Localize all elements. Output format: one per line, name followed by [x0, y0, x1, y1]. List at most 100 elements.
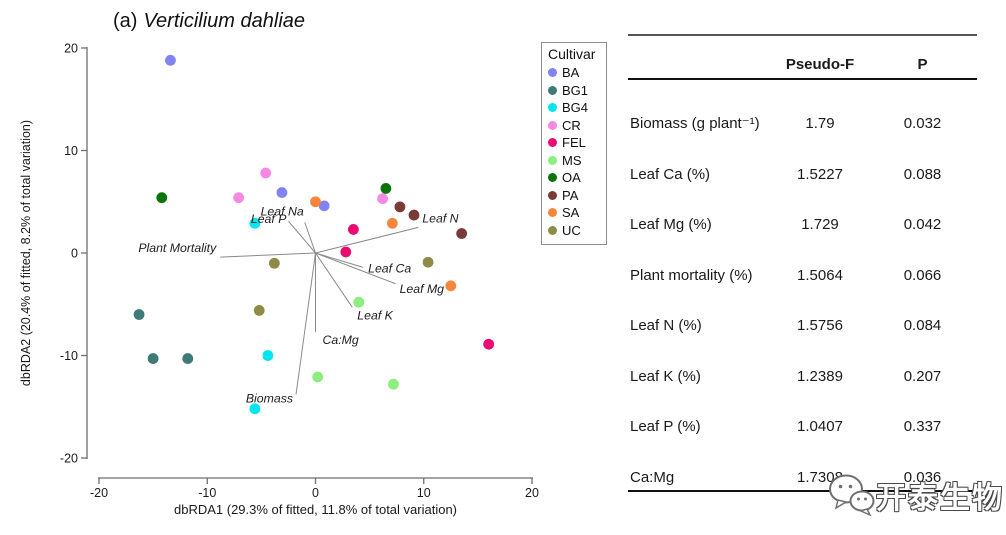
legend-label: CR: [562, 117, 581, 133]
vector-label-ca-mg: Ca:Mg: [323, 333, 359, 347]
table-top-rule: [628, 34, 977, 36]
y-tick-label: 10: [64, 144, 78, 158]
legend-item-fel: FEL: [548, 134, 601, 152]
scatter-plot: 20 10 0 -10 -20 -20 -10 0 10 20 dbRDA1 (29.3% of f…: [19, 42, 539, 518]
legend-items: BA BG1 BG4 CR FEL MS OA PA SA UC: [548, 64, 601, 239]
scatter-point-oa: [380, 183, 392, 194]
vector-label-plant-mortality: Plant Mortality: [138, 241, 217, 255]
scatter-point-uc: [422, 256, 434, 268]
legend-label: UC: [562, 222, 581, 238]
legend-swatch: [548, 68, 557, 78]
legend-swatch: [548, 138, 557, 148]
p-value: 0.084: [903, 317, 942, 334]
vector-label-leaf-p: Leaf P: [251, 212, 287, 226]
scatter-point-bg4: [249, 403, 261, 415]
table-row: Leaf K (%) 1.2389 0.207: [628, 366, 977, 388]
vector-leaf-na: [304, 222, 316, 254]
scatter-point-bg1: [147, 353, 159, 364]
scatter-point-pa: [408, 209, 420, 221]
scatter-point-sa: [310, 196, 321, 208]
p-value: 0.088: [903, 165, 942, 183]
row-label: Leaf Ca (%): [630, 165, 711, 183]
scatter-point-cr: [233, 192, 245, 204]
p-value: 0.337: [903, 418, 942, 435]
table-row: Leaf N (%) 1.5756 0.084: [628, 315, 977, 337]
scatter-point-bg1: [182, 353, 194, 364]
wechat-icon: [829, 474, 875, 517]
plot-title-species: Verticilium dahliae: [143, 10, 306, 32]
row-label: Leaf K (%): [630, 367, 701, 385]
pseudo-f-value: 1.2389: [797, 367, 843, 385]
table-row: Leaf Mg (%) 1.729 0.042: [628, 214, 977, 236]
pseudo-f-value: 1.0407: [797, 418, 843, 435]
legend-label: BA: [562, 65, 580, 81]
table-row: Ca:Mg 1.7308 0.036: [628, 467, 977, 489]
legend-swatch: [548, 103, 557, 113]
p-value: 0.036: [903, 468, 942, 486]
plot-title: (a) Verticilium dahliae: [113, 10, 305, 33]
watermark: 开泰生物: [826, 460, 1006, 530]
x-tick-label: -10: [198, 486, 216, 500]
scatter-point-bg4: [249, 217, 261, 229]
legend-label: SA: [562, 205, 580, 221]
vector-label-leaf-k: Leaf K: [357, 308, 393, 322]
scatter-point-pa: [456, 228, 468, 239]
legend-label: PA: [562, 187, 579, 203]
legend-swatch: [548, 120, 557, 130]
table-header-rule: [628, 78, 977, 80]
table-header-p: P: [917, 56, 928, 73]
x-tick-label: 10: [417, 486, 431, 500]
table-row: Plant mortality (%) 1.5064 0.066: [628, 265, 977, 287]
x-tick-label: 20: [525, 486, 539, 500]
pseudo-f-value: 1.5064: [797, 266, 843, 284]
scatter-point-fel: [347, 224, 359, 235]
p-value: 0.066: [903, 266, 942, 284]
scatter-point-sa: [386, 217, 398, 229]
scatter-point-ba: [318, 200, 330, 212]
table-bottom-rule: [628, 490, 977, 492]
legend-item-pa: PA: [548, 187, 601, 205]
scatter-point-uc: [253, 305, 265, 316]
pseudo-f-value: 1.79: [805, 115, 835, 132]
table-row: Leaf Ca (%) 1.5227 0.088: [628, 164, 977, 186]
table-header-pseudo-f: Pseudo-F: [785, 56, 855, 73]
y-tick-label: -10: [60, 349, 78, 363]
legend-item-ba: BA: [548, 64, 601, 82]
legend-swatch: [548, 190, 557, 200]
legend-item-sa: SA: [548, 204, 601, 222]
scatter-point-ba: [276, 187, 288, 198]
p-value: 0.207: [903, 367, 942, 385]
vector-leaf-p: [288, 220, 316, 254]
legend-label: MS: [562, 152, 582, 168]
legend-title: Cultivar: [548, 46, 596, 62]
legend-label: FEL: [562, 135, 586, 151]
legend-item-uc: UC: [548, 222, 601, 240]
vector-leaf-k: [315, 252, 353, 308]
pseudo-f-value: 1.5756: [797, 317, 843, 334]
vector-biomass: [295, 252, 316, 395]
table-row: Biomass (g plant⁻¹) 1.79 0.032: [628, 113, 977, 135]
vector-leaf-mg: [315, 252, 396, 285]
y-tick-label: 20: [64, 42, 78, 56]
scatter-point-cr: [377, 193, 389, 205]
x-tick-label: -20: [90, 486, 108, 500]
p-value: 0.042: [903, 216, 942, 233]
legend-label: BG1: [562, 82, 589, 98]
watermark-text: 开泰生物: [876, 482, 1004, 515]
legend-item-bg4: BG4: [548, 99, 601, 117]
legend-swatch: [548, 155, 557, 165]
pseudo-f-value: 1.7308: [797, 468, 843, 486]
y-tick-label: -20: [60, 452, 78, 466]
x-tick-label: 0: [312, 486, 319, 500]
cultivar-legend: Cultivar BA BG1 BG4 CR FEL MS OA PA SA UC: [541, 42, 607, 245]
vector-label-leaf-mg: Leaf Mg: [400, 282, 445, 296]
vector-leaf-ca: [315, 252, 364, 268]
scatter-point-sa: [445, 280, 457, 292]
row-label: Leaf N (%): [630, 317, 702, 334]
y-axis-title: dbRDA2 (20.4% of fitted, 8.2% of total v…: [19, 120, 33, 386]
y-tick-label: 0: [71, 247, 78, 261]
vector-leaf-n: [315, 226, 419, 254]
stats-table: Pseudo-F P Biomass (g plant⁻¹) 1.79 0.032 L…: [628, 30, 977, 500]
scatter-point-ms: [388, 378, 399, 390]
